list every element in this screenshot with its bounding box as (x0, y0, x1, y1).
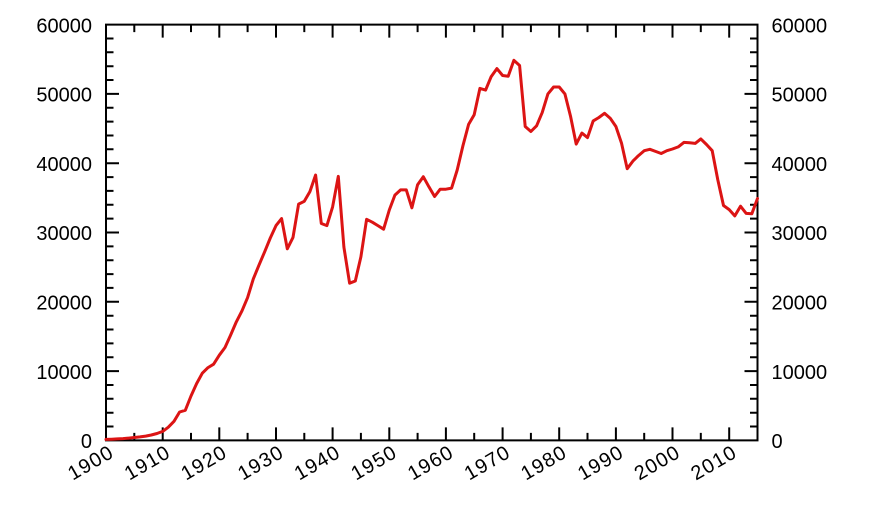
svg-text:20000: 20000 (36, 293, 92, 315)
svg-text:60000: 60000 (36, 15, 92, 37)
svg-text:0: 0 (772, 431, 783, 453)
svg-text:0: 0 (81, 431, 92, 453)
svg-text:50000: 50000 (36, 85, 92, 107)
svg-text:40000: 40000 (36, 154, 92, 176)
svg-text:30000: 30000 (772, 223, 828, 245)
svg-text:30000: 30000 (36, 223, 92, 245)
svg-text:20000: 20000 (772, 293, 828, 315)
svg-text:50000: 50000 (772, 85, 828, 107)
svg-text:10000: 10000 (772, 362, 828, 384)
svg-text:10000: 10000 (36, 362, 92, 384)
svg-text:60000: 60000 (772, 15, 828, 37)
svg-text:40000: 40000 (772, 154, 828, 176)
